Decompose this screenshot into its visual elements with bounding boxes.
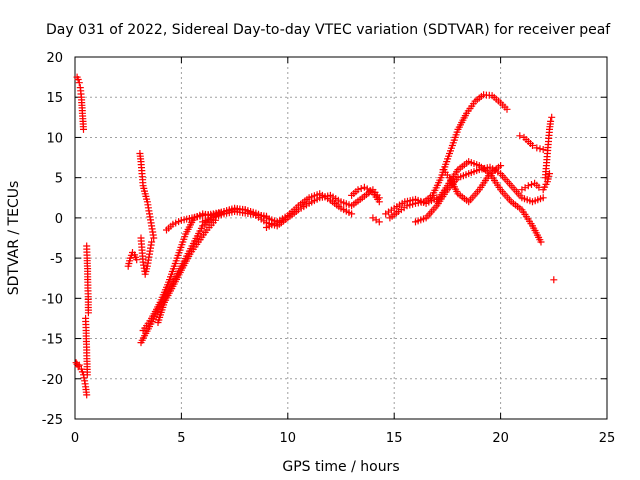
- grid: [75, 57, 607, 419]
- series-prn-m: [263, 190, 356, 231]
- series-prn-l: [199, 186, 383, 230]
- data-point: [148, 238, 156, 246]
- y-tick-label: -5: [50, 252, 63, 267]
- series-prn-j: [154, 216, 219, 326]
- data-point: [547, 117, 555, 125]
- x-tick-label: 20: [492, 431, 509, 446]
- data-point: [550, 276, 558, 284]
- x-tick-label: 5: [177, 431, 185, 446]
- series-prn-v: [518, 170, 553, 194]
- data-point: [528, 181, 535, 188]
- series-prn-t: [439, 162, 505, 206]
- axis-ticks: 0 5 10 15 20 25 20 15 10 5 0 -5 -10 -15 -20 -25: [42, 51, 616, 446]
- data-point: [74, 76, 82, 83]
- x-tick-label: 0: [71, 431, 79, 446]
- y-tick-label: 10: [46, 131, 63, 146]
- series-prn-h: [137, 208, 270, 347]
- series-prn-g: [137, 234, 156, 278]
- y-tick-label: -20: [42, 373, 63, 388]
- data-point: [537, 238, 545, 246]
- series-prn-e: [124, 249, 141, 270]
- y-tick-label: 0: [55, 212, 63, 227]
- data-point: [83, 371, 91, 379]
- data-point: [348, 210, 356, 218]
- series-prn-a: [73, 73, 87, 133]
- data-point: [503, 105, 511, 113]
- y-tick-label: 15: [46, 91, 63, 106]
- data-point: [75, 361, 83, 369]
- data-point: [150, 234, 158, 242]
- data-point: [529, 142, 536, 149]
- y-tick-label: 20: [46, 51, 63, 66]
- series-prn-n: [348, 183, 383, 206]
- series-prn-b: [72, 359, 91, 399]
- data-point: [516, 132, 524, 140]
- data-point: [80, 125, 87, 133]
- data-point: [375, 198, 383, 206]
- data-point: [83, 391, 91, 399]
- y-tick-label: -15: [42, 333, 63, 348]
- data-point: [536, 145, 544, 153]
- y-tick-label: -10: [42, 292, 63, 307]
- plot-frame: [74, 56, 608, 420]
- data-point: [497, 162, 505, 170]
- data-point: [354, 186, 362, 194]
- y-tick-label: -25: [42, 413, 63, 428]
- data-point: [133, 256, 141, 264]
- data-point: [539, 146, 547, 153]
- x-tick-label: 25: [599, 431, 616, 446]
- x-axis-label: GPS time / hours: [282, 459, 399, 475]
- series-prn-o: [369, 214, 383, 226]
- chart-title: Day 031 of 2022, Sidereal Day-to-day VTE…: [46, 22, 611, 38]
- data-point: [524, 182, 532, 190]
- data-point: [84, 309, 92, 317]
- data-point: [357, 185, 365, 192]
- series-prn-x: [550, 276, 558, 284]
- series-prn-w: [541, 113, 556, 182]
- data-point: [539, 194, 547, 202]
- series-prn-d: [82, 314, 91, 379]
- series-prn-c: [83, 242, 92, 317]
- x-tick-label: 15: [386, 431, 403, 446]
- data-point: [375, 218, 383, 226]
- series-prn-f: [136, 150, 158, 242]
- data-points: [72, 73, 558, 399]
- data-point: [533, 144, 541, 152]
- x-tick-label: 10: [280, 431, 297, 446]
- data-point: [546, 170, 553, 178]
- series-prn-s: [433, 158, 545, 246]
- y-axis-label: SDTVAR / TECUs: [6, 181, 22, 296]
- data-point: [548, 113, 556, 121]
- y-tick-label: 5: [55, 172, 63, 187]
- series-prn-u: [516, 132, 547, 153]
- data-point: [75, 79, 83, 87]
